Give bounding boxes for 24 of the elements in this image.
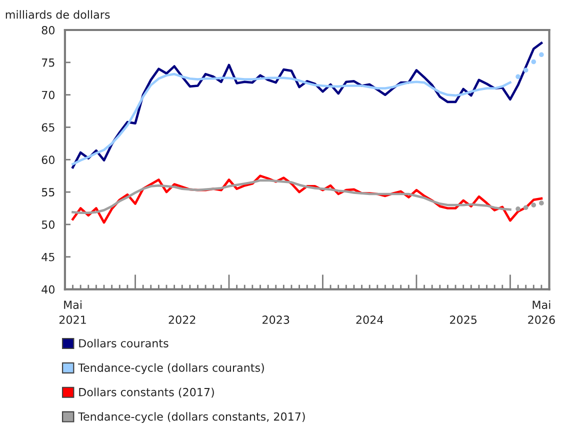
line-series xyxy=(72,179,512,214)
y-tick-label: 75 xyxy=(42,58,54,67)
x-tick-label: 2023 xyxy=(262,316,290,324)
x-tick-label: 2025 xyxy=(450,316,477,324)
x-tick-label: 2024 xyxy=(356,316,384,324)
y-tick-label: 55 xyxy=(42,188,54,196)
legend-label: Dollars courants xyxy=(79,338,168,348)
x-tick-label: Mai 2021 xyxy=(59,300,86,324)
y-tick-label: 60 xyxy=(42,156,54,164)
legend-label: Tendance-cycle (dollars constants, 2017) xyxy=(78,412,305,423)
y-tick-label: 65 xyxy=(42,123,54,132)
line-series xyxy=(72,174,543,224)
legend-label: Tendance-cycle (dollars courants) xyxy=(78,363,264,374)
x-tick-label: Mai 2026 xyxy=(528,300,555,324)
line-series xyxy=(72,72,512,166)
x-tick-label: 2022 xyxy=(168,316,196,324)
y-tick-label: 80 xyxy=(42,26,54,34)
line-series xyxy=(72,42,543,169)
y-axis-title: milliards de dollars xyxy=(6,10,110,19)
y-tick-label: 70 xyxy=(42,90,54,100)
legend-label: Dollars constants (2017) xyxy=(79,388,214,398)
y-tick-label: 45 xyxy=(42,252,54,262)
y-tick-label: 50 xyxy=(42,220,54,229)
y-tick-label: 40 xyxy=(42,285,54,294)
